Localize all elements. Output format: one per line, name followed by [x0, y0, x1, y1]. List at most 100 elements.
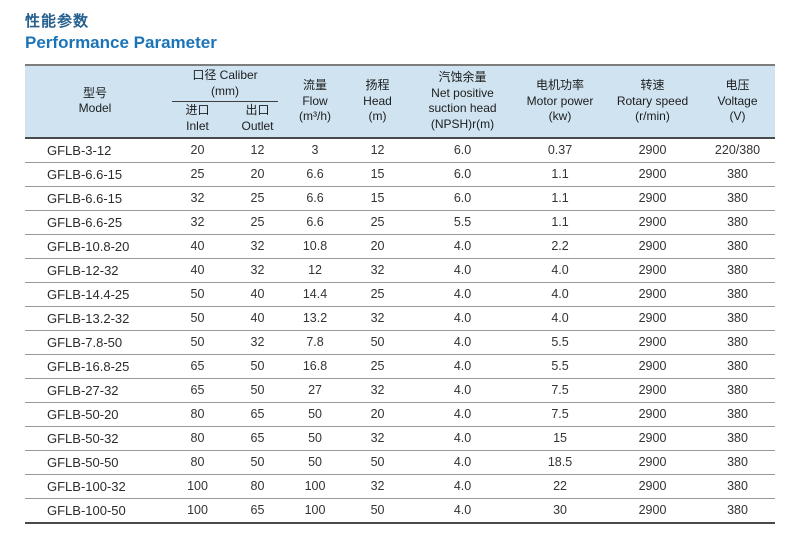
cell-flow: 27: [285, 378, 346, 403]
header-head-unit: (m): [368, 109, 387, 124]
cell-motor-power: 0.37: [515, 137, 606, 163]
cell-flow: 13.2: [285, 306, 346, 331]
cell-inlet: 100: [165, 498, 230, 524]
cell-head: 15: [345, 186, 411, 211]
cell-outlet: 65: [230, 426, 286, 451]
cell-inlet: 40: [165, 234, 230, 259]
cell-head: 15: [345, 162, 411, 187]
cell-head: 32: [345, 474, 411, 499]
cell-inlet: 50: [165, 282, 230, 307]
header-npsh-en1: Net positive: [431, 85, 494, 100]
cell-rotary-speed: 2900: [605, 474, 701, 499]
cell-motor-power: 5.5: [515, 330, 606, 355]
cell-inlet: 25: [165, 162, 230, 187]
cell-rotary-speed: 2900: [605, 330, 701, 355]
table-row: GFLB-6.6-15 25 20 6.6 15 6.0 1.1 2900 380: [25, 162, 776, 187]
header-npsh-unit: (NPSH)r(m): [430, 117, 495, 132]
cell-flow: 50: [285, 402, 346, 427]
table-header: 型号 Model 口径 Caliber (mm) 流量 Flow (m³/h) …: [25, 64, 776, 139]
cell-voltage: 380: [700, 426, 776, 451]
cell-inlet: 40: [165, 258, 230, 283]
cell-head: 32: [345, 378, 411, 403]
cell-inlet: 50: [165, 306, 230, 331]
cell-npsh: 6.0: [410, 186, 516, 211]
cell-model: GFLB-10.8-20: [25, 234, 165, 259]
table-row: GFLB-6.6-25 32 25 6.6 25 5.5 1.1 2900 380: [25, 210, 776, 235]
cell-model: GFLB-100-32: [25, 474, 165, 499]
cell-model: GFLB-50-20: [25, 402, 165, 427]
cell-rotary-speed: 2900: [605, 450, 701, 475]
cell-npsh: 4.0: [410, 354, 516, 379]
cell-outlet: 32: [230, 258, 286, 283]
cell-model: GFLB-6.6-15: [25, 186, 165, 211]
cell-rotary-speed: 2900: [605, 210, 701, 235]
cell-inlet: 20: [165, 137, 230, 163]
cell-voltage: 380: [700, 474, 776, 499]
cell-rotary-speed: 2900: [605, 498, 701, 524]
cell-model: GFLB-14.4-25: [25, 282, 165, 307]
table-body: GFLB-3-12 20 12 3 12 6.0 0.37 2900 220/380 GFLB-6…: [25, 137, 776, 524]
header-model-en: Model: [78, 101, 112, 116]
cell-voltage: 380: [700, 210, 776, 235]
header-speed-zh: 转速: [640, 78, 665, 93]
header-inlet-en: Inlet: [186, 119, 209, 134]
cell-voltage: 380: [700, 378, 776, 403]
table-row: GFLB-27-32 65 50 27 32 4.0 7.5 2900 380: [25, 378, 776, 403]
cell-motor-power: 15: [515, 426, 606, 451]
header-caliber-group: 口径 Caliber (mm): [165, 64, 286, 103]
cell-flow: 12: [285, 258, 346, 283]
cell-rotary-speed: 2900: [605, 282, 701, 307]
cell-outlet: 25: [230, 186, 286, 211]
cell-motor-power: 4.0: [515, 258, 606, 283]
header-motor-unit: (kw): [548, 109, 572, 124]
cell-head: 32: [345, 426, 411, 451]
header-motor-power: 电机功率 Motor power (kw): [515, 64, 606, 139]
table-row: GFLB-14.4-25 50 40 14.4 25 4.0 4.0 2900 380: [25, 282, 776, 307]
cell-inlet: 80: [165, 426, 230, 451]
cell-inlet: 80: [165, 450, 230, 475]
cell-npsh: 6.0: [410, 137, 516, 163]
cell-head: 50: [345, 450, 411, 475]
cell-head: 25: [345, 210, 411, 235]
cell-outlet: 50: [230, 450, 286, 475]
cell-npsh: 4.0: [410, 498, 516, 524]
cell-npsh: 4.0: [410, 330, 516, 355]
cell-voltage: 380: [700, 306, 776, 331]
cell-voltage: 380: [700, 330, 776, 355]
cell-npsh: 4.0: [410, 378, 516, 403]
cell-motor-power: 1.1: [515, 210, 606, 235]
cell-head: 25: [345, 354, 411, 379]
performance-parameter-table: 型号 Model 口径 Caliber (mm) 流量 Flow (m³/h) …: [25, 64, 776, 524]
cell-motor-power: 5.5: [515, 354, 606, 379]
cell-outlet: 65: [230, 498, 286, 524]
cell-flow: 14.4: [285, 282, 346, 307]
cell-inlet: 32: [165, 210, 230, 235]
cell-inlet: 32: [165, 186, 230, 211]
cell-rotary-speed: 2900: [605, 137, 701, 163]
table-row: GFLB-100-32 100 80 100 32 4.0 22 2900 380: [25, 474, 776, 499]
cell-rotary-speed: 2900: [605, 306, 701, 331]
cell-outlet: 12: [230, 137, 286, 163]
cell-head: 20: [345, 402, 411, 427]
cell-npsh: 6.0: [410, 162, 516, 187]
cell-flow: 7.8: [285, 330, 346, 355]
table-row: GFLB-7.8-50 50 32 7.8 50 4.0 5.5 2900 380: [25, 330, 776, 355]
cell-motor-power: 4.0: [515, 306, 606, 331]
cell-rotary-speed: 2900: [605, 426, 701, 451]
cell-flow: 10.8: [285, 234, 346, 259]
cell-outlet: 20: [230, 162, 286, 187]
cell-motor-power: 30: [515, 498, 606, 524]
cell-model: GFLB-50-50: [25, 450, 165, 475]
cell-motor-power: 2.2: [515, 234, 606, 259]
header-head-en: Head: [363, 93, 392, 108]
cell-outlet: 50: [230, 378, 286, 403]
cell-head: 20: [345, 234, 411, 259]
cell-outlet: 65: [230, 402, 286, 427]
table-row: GFLB-16.8-25 65 50 16.8 25 4.0 5.5 2900 380: [25, 354, 776, 379]
table-row: GFLB-50-32 80 65 50 32 4.0 15 2900 380: [25, 426, 776, 451]
cell-head: 50: [345, 498, 411, 524]
cell-head: 12: [345, 137, 411, 163]
cell-inlet: 50: [165, 330, 230, 355]
cell-inlet: 65: [165, 378, 230, 403]
cell-rotary-speed: 2900: [605, 402, 701, 427]
